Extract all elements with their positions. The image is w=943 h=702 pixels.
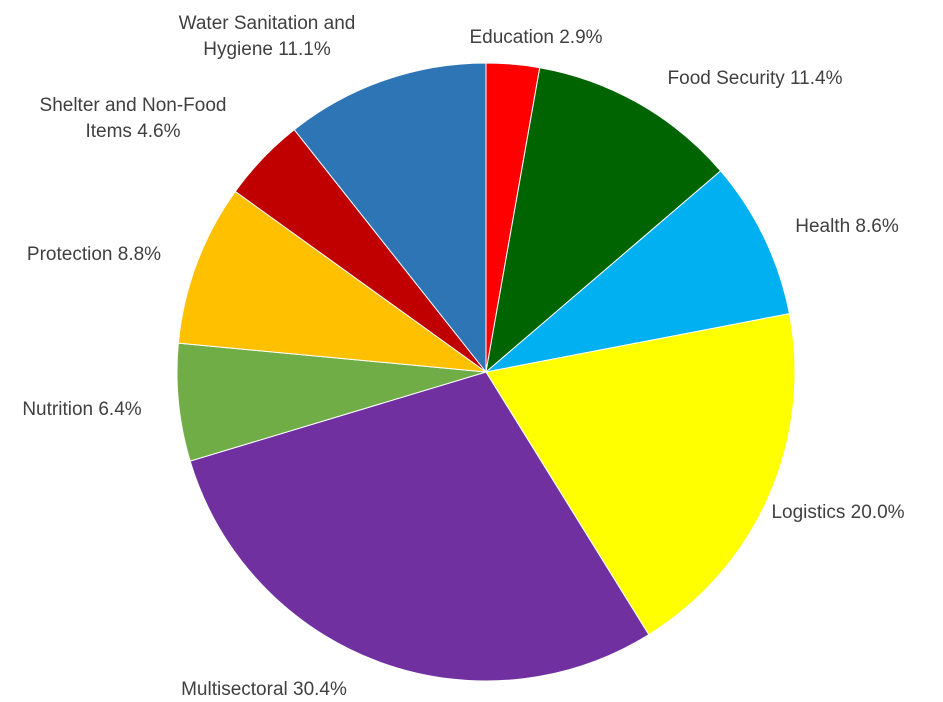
- data-label-education: Education 2.9%: [469, 27, 602, 48]
- data-label-line: Water Sanitation and: [179, 13, 356, 34]
- data-label-line: Protection 8.8%: [27, 244, 161, 265]
- data-label-line: Health 8.6%: [795, 216, 899, 237]
- data-label-line: Logistics 20.0%: [771, 502, 904, 523]
- data-label-multisectoral: Multisectoral 30.4%: [181, 679, 347, 700]
- data-label-logistics: Logistics 20.0%: [771, 502, 904, 523]
- data-label-line: Items 4.6%: [85, 121, 180, 142]
- data-label-protection: Protection 8.8%: [27, 244, 161, 265]
- data-label-health: Health 8.6%: [795, 216, 899, 237]
- data-label-line: Food Security 11.4%: [668, 68, 843, 89]
- pie-slice-nutrition: [176, 342, 487, 462]
- pie-slices: [176, 62, 796, 682]
- data-label-nutrition: Nutrition 6.4%: [22, 399, 141, 420]
- data-label-line: Multisectoral 30.4%: [181, 679, 347, 700]
- pie-slice-water-sanitation-and-hygiene: [293, 62, 487, 374]
- pie-slice-health: [484, 170, 791, 373]
- pie-labels: Education 2.9% Food Security 11.4% Health …: [22, 13, 904, 700]
- data-label-line: Shelter and Non-Food: [40, 95, 227, 116]
- pie-slice-logistics: [485, 313, 796, 636]
- data-label-line: Nutrition 6.4%: [22, 399, 141, 420]
- pie-slice-food-security: [485, 67, 722, 374]
- pie-slice-multisectoral: [189, 371, 650, 682]
- data-label-line: Hygiene 11.1%: [203, 39, 331, 60]
- data-label-line: Education 2.9%: [469, 27, 602, 48]
- data-label-water-sanitation-and-hygiene: Water Sanitation and Hygiene 11.1%: [179, 13, 356, 60]
- pie-slice-protection: [177, 190, 488, 373]
- data-label-shelter-and-non-food-items: Shelter and Non-Food Items 4.6%: [40, 95, 227, 142]
- data-label-food-security: Food Security 11.4%: [668, 68, 843, 89]
